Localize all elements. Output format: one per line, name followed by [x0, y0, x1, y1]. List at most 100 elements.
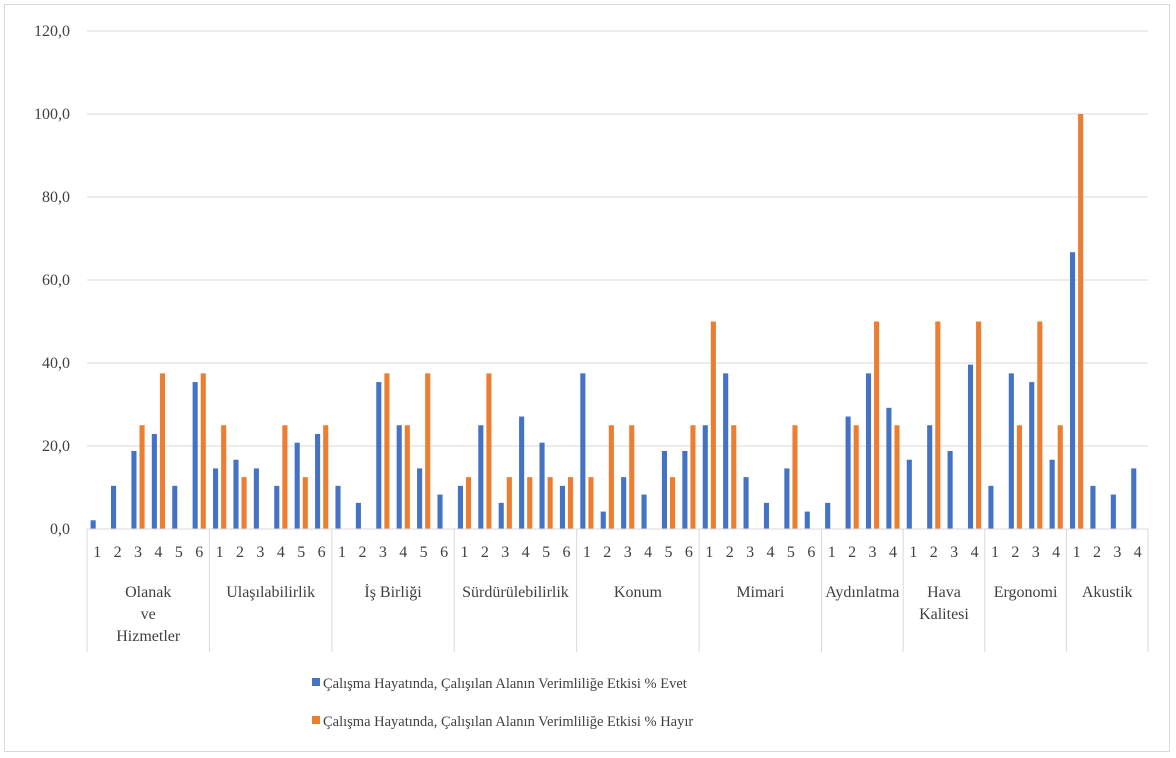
bar-evet: [355, 502, 361, 529]
bar-evet: [927, 425, 933, 529]
x-tick-label: 3: [1113, 544, 1121, 561]
y-tick-label: 60,0: [42, 272, 70, 289]
x-tick-label: 5: [665, 544, 673, 561]
group-label: İş Birliği: [364, 583, 422, 601]
bar-evet: [294, 442, 300, 529]
bar-hayir: [894, 425, 900, 529]
group-label: Hava: [927, 584, 961, 601]
bar-evet: [988, 485, 994, 529]
x-tick-label: 1: [1073, 544, 1081, 561]
x-tick-label: 4: [767, 544, 775, 561]
bar-hayir: [935, 321, 941, 529]
bar-evet: [396, 425, 402, 529]
bar-evet: [580, 373, 586, 529]
x-tick-label: 3: [256, 544, 264, 561]
x-tick-label: 4: [971, 544, 979, 561]
group-label: Hizmetler: [116, 628, 181, 645]
bar-evet: [743, 477, 749, 529]
bar-evet: [111, 485, 117, 529]
x-tick-label: 3: [134, 544, 142, 561]
bar-evet: [376, 382, 382, 529]
bar-evet: [151, 433, 157, 529]
x-tick-label: 1: [216, 544, 224, 561]
bar-evet: [967, 364, 974, 529]
bar-evet: [763, 502, 770, 529]
bar-evet: [865, 373, 872, 529]
bar-hayir: [1078, 114, 1084, 529]
chart-area: [4, 4, 1170, 752]
bar-hayir: [425, 373, 431, 529]
bar-evet: [274, 485, 280, 529]
x-tick-label: 4: [277, 544, 285, 561]
x-tick-label: 6: [195, 544, 203, 561]
bar-evet: [886, 407, 892, 529]
group-label: Ergonomi: [994, 584, 1058, 601]
bar-evet: [1008, 373, 1014, 529]
group-label: Ulaşılabilirlik: [226, 584, 315, 601]
group-label: ve: [141, 606, 156, 623]
x-tick-label: 2: [726, 544, 734, 561]
x-tick-label: 2: [1093, 544, 1101, 561]
x-tick-label: 6: [562, 544, 570, 561]
bar-hayir: [241, 477, 247, 529]
legend-label: Çalışma Hayatında, Çalışılan Alanın Veri…: [323, 676, 687, 692]
x-tick-label: 2: [481, 544, 489, 561]
legend-swatch: [312, 678, 320, 686]
x-tick-label: 4: [154, 544, 162, 561]
bar-evet: [519, 416, 525, 529]
bar-evet: [539, 442, 545, 529]
bar-evet: [1069, 252, 1076, 529]
x-tick-label: 3: [1032, 544, 1040, 561]
x-tick-label: 5: [297, 544, 305, 561]
bar-evet: [825, 502, 831, 529]
x-tick-label: 3: [950, 544, 958, 561]
x-tick-label: 4: [644, 544, 652, 561]
x-tick-label: 6: [318, 544, 326, 561]
x-tick-label: 6: [685, 544, 693, 561]
bar-evet: [315, 433, 321, 529]
bar-hayir: [221, 425, 227, 529]
bar-hayir: [506, 477, 512, 529]
bar-evet: [1029, 382, 1035, 529]
y-tick-label: 100,0: [34, 106, 70, 123]
bar-evet: [172, 485, 178, 529]
bar-hayir: [159, 373, 166, 529]
bar-hayir: [976, 321, 982, 529]
x-tick-label: 4: [1134, 544, 1142, 561]
x-tick-label: 2: [236, 544, 244, 561]
bar-evet: [1110, 494, 1116, 529]
group-label: Konum: [614, 584, 663, 601]
x-tick-label: 6: [440, 544, 448, 561]
x-tick-label: 2: [358, 544, 366, 561]
x-tick-label: 1: [828, 544, 836, 561]
bar-hayir: [710, 321, 716, 529]
bar-evet: [702, 425, 708, 529]
x-tick-label: 4: [1052, 544, 1060, 561]
bar-hayir: [1037, 321, 1043, 529]
bar-hayir: [690, 425, 696, 529]
bar-evet: [906, 459, 912, 529]
bar-hayir: [608, 425, 614, 529]
bar-hayir: [731, 425, 737, 529]
bar-evet: [417, 468, 423, 529]
bar-evet: [335, 485, 341, 529]
bar-evet: [131, 450, 137, 529]
x-tick-label: 3: [501, 544, 509, 561]
x-tick-label: 1: [583, 544, 591, 561]
bar-hayir: [1057, 425, 1063, 529]
bar-evet: [641, 494, 647, 529]
bar-hayir: [792, 425, 798, 529]
bar-evet: [192, 382, 198, 529]
bar-evet: [723, 373, 729, 529]
bar-hayir: [486, 373, 492, 529]
x-tick-label: 2: [930, 544, 938, 561]
bar-hayir: [323, 425, 329, 529]
x-tick-label: 1: [93, 544, 101, 561]
bar-evet: [784, 468, 790, 529]
bar-evet: [457, 485, 463, 529]
bar-evet: [90, 520, 96, 529]
bar-evet: [947, 450, 953, 529]
bar-evet: [845, 416, 851, 529]
bar-hayir: [139, 425, 145, 529]
